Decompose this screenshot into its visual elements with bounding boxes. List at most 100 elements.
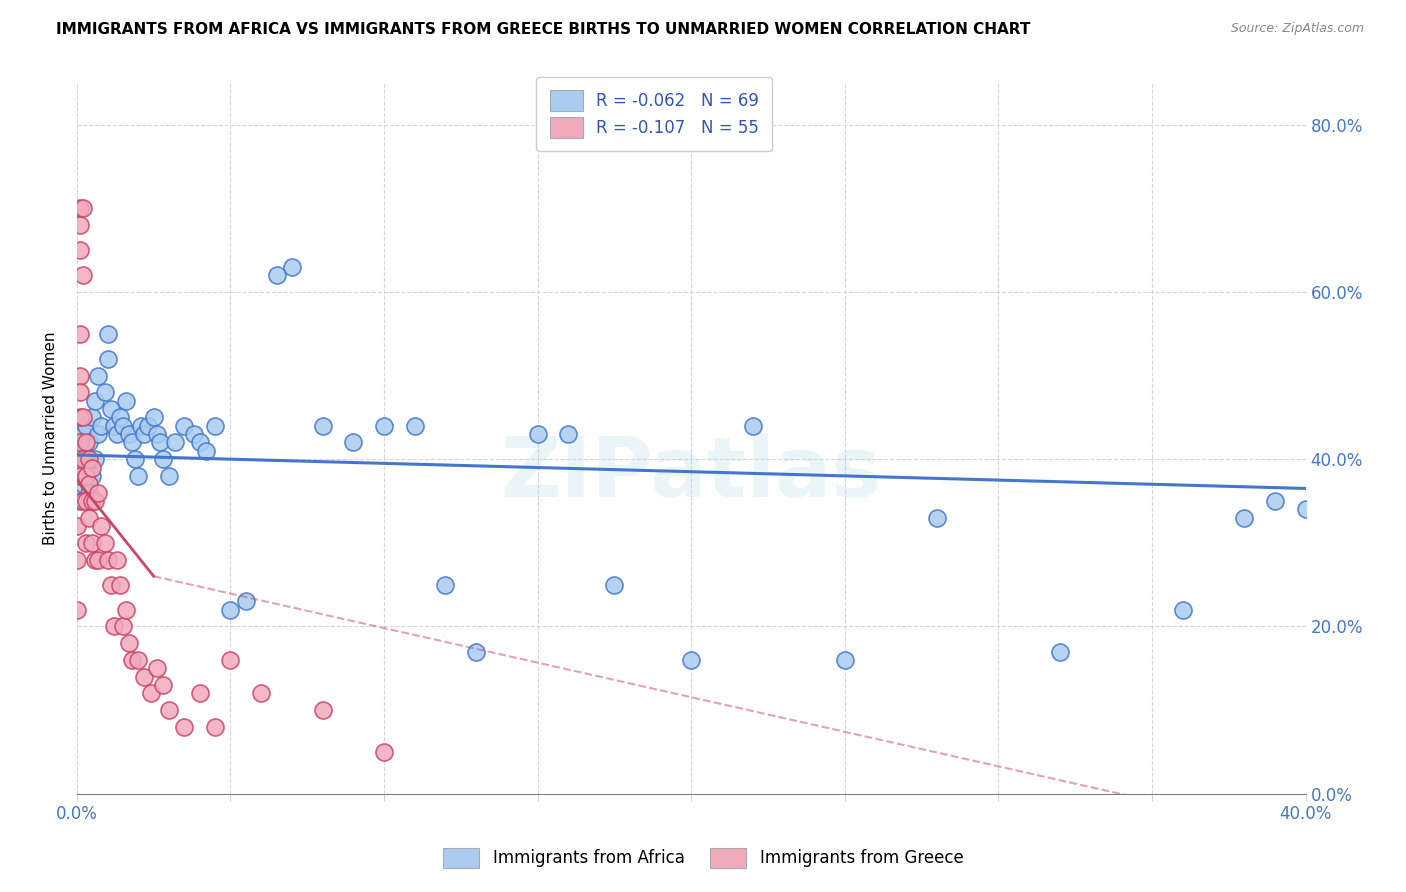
Point — [69, 385, 91, 400]
Point — [173, 418, 195, 433]
Point — [157, 469, 180, 483]
Text: ZIPatlas: ZIPatlas — [501, 434, 882, 515]
Point — [90, 519, 112, 533]
Point — [118, 427, 141, 442]
Text: Source: ZipAtlas.com: Source: ZipAtlas.com — [1230, 22, 1364, 36]
Point — [1171, 603, 1194, 617]
Point — [87, 552, 110, 566]
Point — [152, 678, 174, 692]
Point — [188, 435, 211, 450]
Point — [152, 452, 174, 467]
Point — [84, 452, 107, 467]
Point — [72, 443, 94, 458]
Point — [93, 385, 115, 400]
Point — [77, 452, 100, 467]
Point — [90, 418, 112, 433]
Point — [84, 552, 107, 566]
Point — [72, 494, 94, 508]
Point — [204, 720, 226, 734]
Point — [66, 603, 89, 617]
Point — [1295, 502, 1317, 516]
Point — [127, 469, 149, 483]
Point — [69, 435, 91, 450]
Point — [66, 552, 89, 566]
Point — [82, 469, 104, 483]
Point — [75, 469, 97, 483]
Point — [97, 351, 120, 366]
Point — [342, 435, 364, 450]
Point — [134, 427, 156, 442]
Point — [87, 427, 110, 442]
Point — [69, 469, 91, 483]
Point — [97, 326, 120, 341]
Point — [194, 443, 217, 458]
Point — [925, 510, 948, 524]
Point — [82, 410, 104, 425]
Point — [173, 720, 195, 734]
Point — [105, 552, 128, 566]
Point — [281, 260, 304, 274]
Point — [72, 460, 94, 475]
Point — [183, 427, 205, 442]
Point — [118, 636, 141, 650]
Point — [69, 202, 91, 216]
Point — [69, 435, 91, 450]
Point — [311, 703, 333, 717]
Point — [75, 435, 97, 450]
Point — [72, 202, 94, 216]
Point — [69, 243, 91, 257]
Point — [115, 393, 138, 408]
Point — [311, 418, 333, 433]
Point — [111, 418, 134, 433]
Point — [103, 418, 125, 433]
Point — [66, 519, 89, 533]
Point — [108, 410, 131, 425]
Point — [188, 686, 211, 700]
Point — [72, 477, 94, 491]
Point — [75, 494, 97, 508]
Y-axis label: Births to Unmarried Women: Births to Unmarried Women — [44, 332, 58, 545]
Point — [603, 577, 626, 591]
Point — [75, 452, 97, 467]
Point — [75, 418, 97, 433]
Point — [557, 427, 579, 442]
Point — [69, 469, 91, 483]
Point — [142, 410, 165, 425]
Point — [82, 494, 104, 508]
Point — [105, 427, 128, 442]
Point — [373, 418, 395, 433]
Point — [84, 494, 107, 508]
Point — [100, 577, 122, 591]
Point — [72, 268, 94, 283]
Point — [108, 577, 131, 591]
Point — [115, 603, 138, 617]
Point — [266, 268, 288, 283]
Point — [100, 402, 122, 417]
Point — [87, 485, 110, 500]
Point — [149, 435, 172, 450]
Point — [69, 410, 91, 425]
Point — [72, 427, 94, 442]
Text: IMMIGRANTS FROM AFRICA VS IMMIGRANTS FROM GREECE BIRTHS TO UNMARRIED WOMEN CORRE: IMMIGRANTS FROM AFRICA VS IMMIGRANTS FRO… — [56, 22, 1031, 37]
Point — [77, 435, 100, 450]
Point — [204, 418, 226, 433]
Point — [145, 661, 167, 675]
Point — [465, 644, 488, 658]
Point — [77, 485, 100, 500]
Point — [681, 653, 703, 667]
Point — [69, 452, 91, 467]
Point — [165, 435, 187, 450]
Point — [84, 393, 107, 408]
Point — [121, 653, 143, 667]
Point — [69, 218, 91, 232]
Point — [77, 510, 100, 524]
Point — [1049, 644, 1071, 658]
Point — [69, 494, 91, 508]
Point — [741, 418, 763, 433]
Point — [97, 552, 120, 566]
Point — [526, 427, 548, 442]
Point — [157, 703, 180, 717]
Point — [121, 435, 143, 450]
Point — [111, 619, 134, 633]
Legend: R = -0.062   N = 69, R = -0.107   N = 55: R = -0.062 N = 69, R = -0.107 N = 55 — [536, 77, 772, 151]
